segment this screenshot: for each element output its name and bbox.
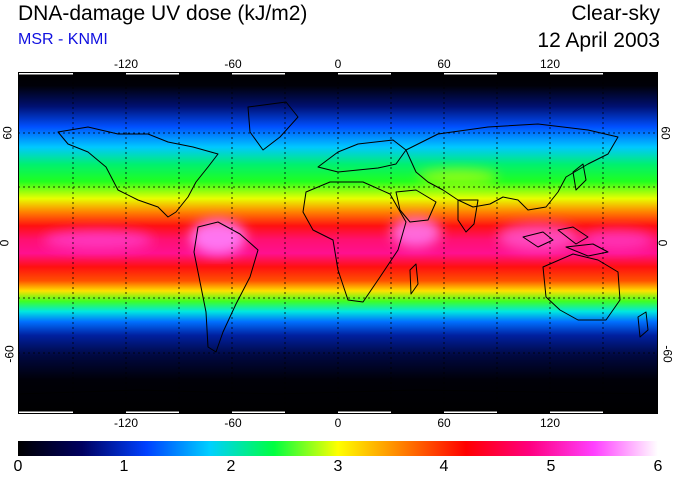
lat-tick-left: -60 (2, 345, 17, 363)
color-scale-label: 3 (333, 458, 343, 475)
lon-tick-bottom: 0 (334, 416, 342, 430)
color-scale-label: 2 (226, 458, 236, 475)
lon-tick-top: 120 (539, 57, 561, 71)
sky-condition-label: Clear-sky (571, 2, 660, 25)
lon-tick-bottom: 120 (539, 416, 561, 430)
lon-tick-bottom: -120 (113, 416, 139, 430)
source-label: MSR - KNMI (18, 31, 108, 48)
lon-tick-top: 0 (334, 57, 342, 71)
lon-tick-top: -60 (224, 57, 242, 71)
lat-tick-left: 60 (0, 126, 15, 140)
lat-tick-right: -60 (660, 345, 675, 363)
lon-tick-bottom: 60 (437, 416, 451, 430)
map-title: DNA-damage UV dose (kJ/m2) (18, 2, 308, 25)
lat-tick-left: 0 (0, 240, 11, 247)
color-scale-label: 0 (13, 458, 23, 475)
lat-tick-right: 60 (658, 126, 673, 140)
uv-dose-map (18, 72, 658, 414)
color-scale-label: 4 (439, 458, 449, 475)
lon-tick-top: 60 (437, 57, 451, 71)
lon-tick-bottom: -60 (224, 416, 242, 430)
color-scale-label: 6 (653, 458, 663, 475)
lon-tick-top: -120 (113, 57, 139, 71)
color-scale-label: 5 (546, 458, 556, 475)
color-scale-bar (18, 441, 658, 456)
uv-dose-map-graphic (18, 72, 658, 414)
color-scale-label: 1 (119, 458, 129, 475)
date-label: 12 April 2003 (537, 29, 660, 52)
